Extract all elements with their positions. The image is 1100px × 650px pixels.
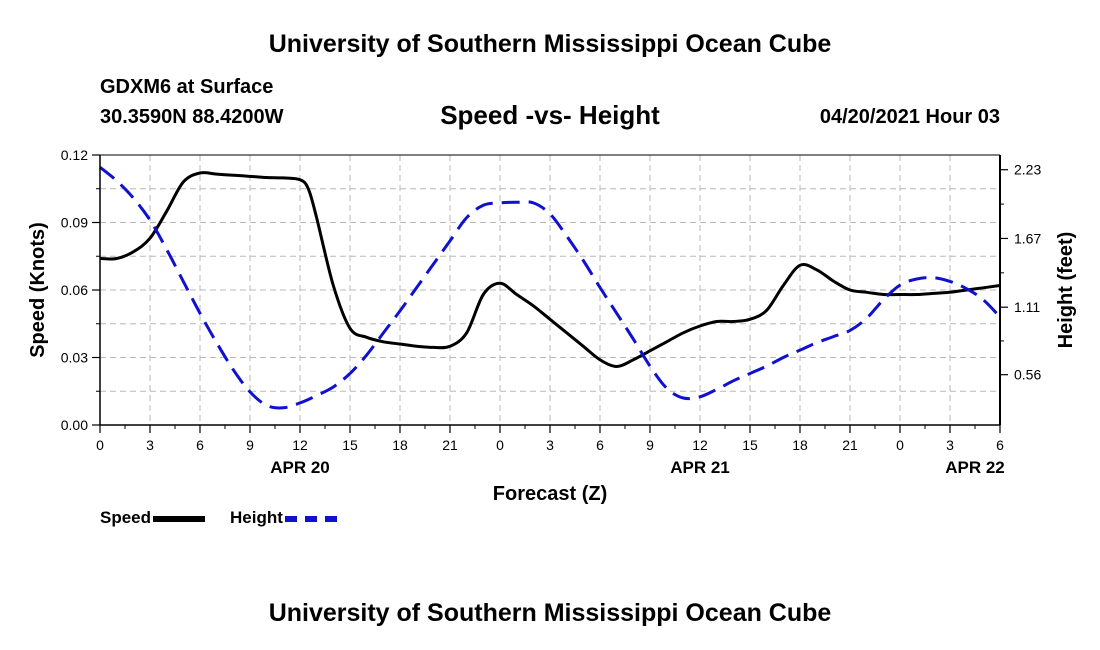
x-tick-label: 15	[742, 437, 758, 453]
grid-lines	[100, 155, 1000, 425]
x-axis-label: Forecast (Z)	[493, 483, 607, 505]
x-tick-label: 0	[896, 437, 904, 453]
legend-height-swatch	[284, 515, 337, 522]
legend-speed-label: Speed	[100, 508, 152, 527]
y2-tick-label: 1.11	[1014, 299, 1040, 315]
speed-series-line	[99, 171, 1001, 368]
x-tick-label: 6	[196, 437, 204, 453]
height-series-line	[99, 166, 1002, 410]
legend-speed-swatch	[153, 515, 206, 522]
x-tick-label: 18	[792, 437, 808, 453]
legend-height: Height	[230, 508, 337, 528]
axes: 0 3 6 9 12 15 18 21 0 3 6 9 12 15 18 21 0 3 6 APR 20 APR 21 A…	[61, 147, 1042, 477]
legend-speed: Speed	[100, 508, 206, 528]
chart-title: University of Southern Mississippi Ocean…	[268, 30, 832, 58]
forecast-datetime: 04/20/2021 Hour 03	[819, 106, 1000, 128]
x-tick-label: 21	[842, 437, 858, 453]
chart-subtitle: Speed -vs- Height	[440, 100, 660, 130]
x-tick-label: 3	[546, 437, 554, 453]
y-tick-label: 0.06	[61, 282, 88, 298]
x-tick-label: 0	[496, 437, 504, 453]
x-tick-label: 12	[292, 437, 308, 453]
station-label: GDXM6 at Surface	[100, 76, 274, 98]
y2-axis-label: Height (feet)	[1055, 232, 1077, 349]
x-tick-label: 9	[646, 437, 654, 453]
x-tick-label: 18	[392, 437, 408, 453]
x-tick-label: 6	[996, 437, 1004, 453]
x-tick-label: 15	[342, 437, 358, 453]
x-tick-label: 3	[146, 437, 154, 453]
y2-tick-label: 1.67	[1014, 230, 1041, 246]
x-date-label: APR 22	[945, 458, 1005, 477]
x-tick-label: 6	[596, 437, 604, 453]
y-tick-label: 0.12	[61, 147, 88, 163]
footer-title: University of Southern Mississippi Ocean…	[268, 599, 832, 627]
y2-tick-label: 2.23	[1014, 162, 1041, 178]
y2-tick-label: 0.56	[1014, 367, 1041, 383]
series-layer	[99, 166, 1002, 410]
x-date-label: APR 21	[670, 458, 730, 477]
y-tick-label: 0.03	[61, 350, 88, 366]
x-tick-label: 0	[96, 437, 104, 453]
x-tick-label: 21	[442, 437, 458, 453]
x-tick-label: 9	[246, 437, 254, 453]
y-tick-label: 0.00	[61, 417, 88, 433]
x-tick-label: 12	[692, 437, 708, 453]
legend-height-label: Height	[230, 508, 283, 527]
x-tick-label: 3	[946, 437, 954, 453]
x-date-label: APR 20	[270, 458, 330, 477]
y-axis-label: Speed (Knots)	[27, 222, 49, 358]
y-tick-label: 0.09	[61, 215, 88, 231]
coordinates-label: 30.3590N 88.4200W	[100, 106, 284, 128]
